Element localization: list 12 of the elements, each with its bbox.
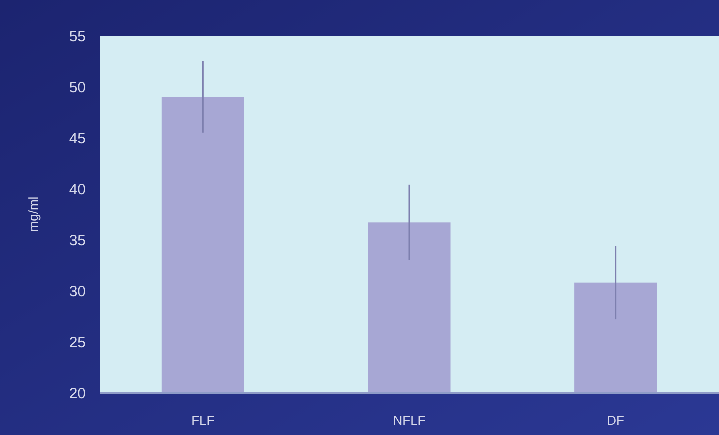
y-tick-label: 35: [69, 232, 86, 250]
y-tick-label: 40: [69, 181, 86, 198]
y-axis-title: mg/ml: [26, 196, 41, 232]
y-tick-label: 55: [69, 28, 86, 46]
y-tick-label: 30: [69, 283, 86, 300]
x-tick-label: DF: [607, 413, 625, 428]
x-tick-label: FLF: [192, 413, 215, 428]
y-tick-label: 45: [69, 130, 86, 148]
y-tick-label: 20: [69, 385, 86, 402]
y-tick-label: 25: [69, 334, 86, 352]
y-tick-label: 50: [69, 79, 86, 96]
x-tick-label: NFLF: [393, 413, 426, 428]
